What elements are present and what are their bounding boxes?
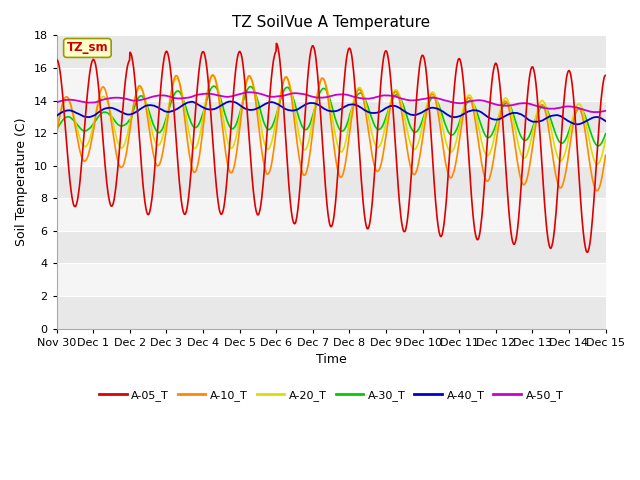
Legend: A-05_T, A-10_T, A-20_T, A-30_T, A-40_T, A-50_T: A-05_T, A-10_T, A-20_T, A-30_T, A-40_T, … bbox=[94, 385, 568, 405]
Bar bbox=[57, 296, 605, 329]
Bar bbox=[57, 133, 605, 166]
Bar bbox=[57, 100, 605, 133]
Bar bbox=[57, 231, 605, 264]
Bar bbox=[57, 166, 605, 198]
X-axis label: Time: Time bbox=[316, 353, 346, 366]
Text: TZ_sm: TZ_sm bbox=[67, 41, 108, 54]
Title: TZ SoilVue A Temperature: TZ SoilVue A Temperature bbox=[232, 15, 430, 30]
Bar bbox=[57, 198, 605, 231]
Bar bbox=[57, 68, 605, 100]
Bar bbox=[57, 36, 605, 68]
Y-axis label: Soil Temperature (C): Soil Temperature (C) bbox=[15, 118, 28, 246]
Bar bbox=[57, 264, 605, 296]
